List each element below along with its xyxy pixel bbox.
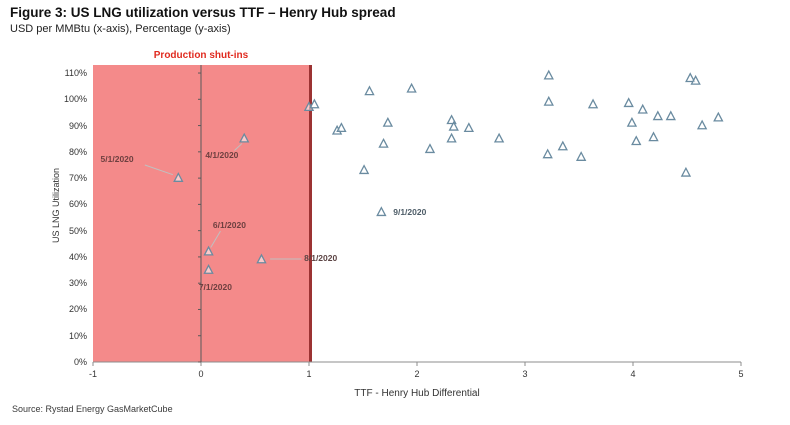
- figure-title: Figure 3: US LNG utilization versus TTF …: [10, 5, 396, 20]
- data-point-triangle: [256, 253, 267, 264]
- date-annotation: 5/1/2020: [100, 154, 134, 165]
- shaded-region-label: Production shut-ins: [153, 50, 249, 61]
- data-point-triangle: [364, 85, 375, 96]
- data-point-triangle: [623, 97, 634, 108]
- date-annotation: 6/1/2020: [212, 219, 246, 230]
- y-tick-label: 60%: [68, 199, 87, 210]
- data-point-triangle: [448, 120, 459, 131]
- date-annotation: 7/1/2020: [198, 281, 232, 292]
- x-tick-label: 2: [414, 369, 420, 379]
- data-point-triangle: [685, 72, 696, 83]
- data-point-triangle: [203, 245, 214, 256]
- data-point-triangle: [696, 119, 708, 130]
- data-point-triangle: [424, 143, 436, 154]
- data-point-triangle: [493, 132, 505, 143]
- y-tick-label: 110%: [64, 68, 87, 79]
- y-tick-label: 50%: [68, 225, 87, 236]
- data-point-triangle: [665, 110, 676, 121]
- date-annotation: 4/1/2020: [205, 150, 239, 161]
- data-point-triangle: [336, 122, 347, 133]
- figure-subtitle: USD per MMBtu (x-axis), Percentage (y-ax…: [10, 23, 231, 35]
- data-point-triangle: [631, 135, 642, 146]
- data-point-triangle: [173, 172, 184, 182]
- data-point-triangle: [406, 82, 417, 93]
- x-axis-title: TTF - Henry Hub Differential: [354, 388, 480, 399]
- y-axis-title: US LNG Utilization: [51, 167, 61, 243]
- y-tick-label: 80%: [68, 146, 87, 157]
- data-point-triangle: [557, 140, 568, 151]
- data-point-triangle: [376, 206, 387, 217]
- data-point-triangle: [690, 74, 701, 85]
- x-tick-label: 1: [306, 369, 312, 379]
- data-point-triangle: [648, 131, 659, 142]
- y-tick-label: 30%: [68, 278, 87, 289]
- date-annotation: 9/1/2020: [393, 207, 427, 218]
- y-tick-label: 90%: [68, 120, 87, 131]
- scatter-plot-area: [92, 65, 742, 366]
- data-point-triangle: [652, 110, 664, 121]
- x-tick-label: 4: [630, 369, 636, 379]
- data-point-triangle: [309, 98, 320, 109]
- y-tick-label: 0%: [73, 357, 87, 367]
- data-point-triangle: [446, 132, 457, 143]
- source-note: Source: Rystad Energy GasMarketCube: [12, 404, 173, 414]
- data-point-triangle: [543, 69, 554, 80]
- data-point-triangle: [680, 166, 692, 177]
- data-point-triangle: [713, 111, 724, 122]
- y-tick-label: 10%: [68, 330, 87, 341]
- scatter-plot-svg: [92, 65, 742, 366]
- data-point-triangle: [626, 116, 638, 127]
- y-tick-label: 40%: [68, 251, 87, 262]
- date-annotation: 8/1/2020: [304, 253, 338, 264]
- data-point-triangle: [378, 137, 389, 148]
- x-tick-label: 0: [198, 369, 204, 379]
- production-shutins-region: [93, 65, 312, 362]
- data-point-triangle: [382, 116, 394, 127]
- annotation-connector: [144, 164, 174, 176]
- annotation-connector: [210, 230, 221, 248]
- x-tick-label: 3: [522, 369, 528, 379]
- data-point-triangle: [542, 148, 553, 159]
- y-tick-label: 70%: [68, 173, 87, 184]
- y-tick-label: 20%: [68, 304, 87, 315]
- x-tick-label: 5: [738, 369, 744, 379]
- annotation-connector: [234, 143, 243, 151]
- y-tick-label: 100%: [63, 94, 87, 105]
- data-point-triangle: [587, 98, 599, 109]
- data-point-triangle: [239, 132, 250, 143]
- data-point-triangle: [463, 122, 475, 133]
- data-point-triangle: [203, 264, 214, 274]
- x-tick-label: -1: [88, 369, 97, 379]
- data-point-triangle: [358, 164, 370, 175]
- data-point-triangle: [543, 95, 554, 106]
- data-point-triangle: [637, 103, 648, 114]
- data-point-triangle: [575, 151, 587, 161]
